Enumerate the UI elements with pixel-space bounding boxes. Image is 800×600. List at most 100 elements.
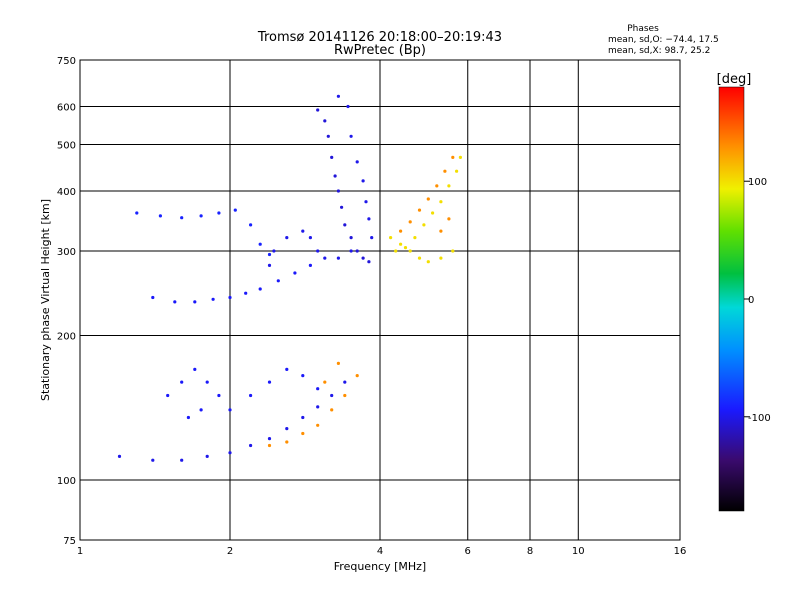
data-point (323, 380, 327, 384)
data-point (394, 249, 398, 253)
x-axis-label: Frequency [MHz] (334, 560, 426, 573)
y-tick-label: 400 (57, 187, 76, 198)
data-point (117, 454, 122, 458)
data-point (308, 236, 312, 240)
data-point (180, 380, 184, 384)
data-point (316, 249, 320, 253)
data-point (151, 458, 155, 462)
data-point (228, 295, 232, 300)
data-point (435, 184, 439, 188)
data-point (455, 169, 459, 173)
data-point (343, 223, 347, 227)
stats-o-mode: mean, sd,O: −74.4, 17.5 (608, 35, 719, 45)
data-point (158, 214, 162, 218)
data-point (228, 451, 232, 455)
data-point (336, 94, 340, 98)
x-tick-label: 4 (377, 546, 383, 557)
data-point (272, 249, 276, 253)
data-point (301, 374, 305, 378)
data-point (205, 454, 209, 458)
data-point (349, 236, 353, 240)
data-point (267, 263, 272, 267)
data-point (458, 155, 462, 159)
data-point (199, 214, 203, 218)
data-point (285, 427, 289, 431)
data-point (355, 374, 359, 378)
data-point (408, 249, 412, 253)
data-point (173, 300, 177, 304)
data-point (258, 287, 262, 291)
data-point (293, 271, 297, 275)
y-tick-label: 200 (57, 332, 76, 343)
data-point (330, 408, 334, 412)
chart-title: Tromsø 20141126 20:18:00–20:19:43 (257, 30, 502, 45)
data-point (336, 256, 340, 260)
y-axis-label: Stationary phase Virtual Height [km] (39, 199, 52, 401)
data-point (336, 189, 340, 193)
data-point (244, 291, 248, 295)
data-point (285, 440, 289, 444)
data-point (193, 367, 197, 371)
data-point (349, 134, 353, 138)
data-point (426, 197, 430, 201)
x-axis-ticks: 1 2 4 6 8 10 16 (77, 546, 687, 557)
data-point (340, 205, 344, 209)
data-point (249, 223, 253, 227)
x-tick-label: 8 (527, 546, 533, 557)
data-point (408, 220, 412, 224)
colorbar (718, 86, 745, 512)
stats-header: Phases (627, 24, 659, 34)
data-point (151, 295, 155, 300)
data-point (367, 260, 371, 264)
y-axis-ticks: 75 100 200 300 400 500 600 750 (57, 56, 76, 547)
data-point (399, 242, 403, 246)
grid-lines (80, 60, 680, 540)
data-point (389, 236, 393, 240)
y-tick-label: 75 (63, 536, 76, 547)
data-point (316, 405, 320, 409)
data-point (267, 252, 272, 257)
y-tick-label: 500 (57, 141, 76, 152)
data-point (316, 423, 320, 427)
x-tick-label: 2 (227, 546, 233, 557)
data-point (323, 119, 327, 123)
y-tick-label: 750 (57, 56, 76, 67)
data-point (361, 256, 365, 260)
data-point (301, 431, 305, 436)
data-point (249, 443, 253, 448)
data-point (316, 108, 320, 112)
data-point (205, 380, 209, 384)
data-point (355, 249, 359, 253)
data-point (447, 184, 451, 188)
data-point (333, 174, 337, 178)
data-point (180, 216, 184, 220)
x-tick-label: 6 (465, 546, 471, 557)
data-point (403, 246, 408, 250)
stats-x-mode: mean, sd,X: 98.7, 25.2 (608, 46, 710, 56)
data-point (439, 200, 443, 204)
data-point (326, 134, 330, 138)
data-point (330, 155, 334, 159)
data-point (417, 256, 422, 260)
data-point (330, 393, 334, 398)
plot-area (79, 59, 681, 541)
data-point (217, 211, 221, 215)
data-point (301, 229, 305, 233)
data-point (249, 393, 253, 398)
x-tick-label: 1 (77, 546, 83, 557)
data-point (199, 408, 203, 412)
data-point (370, 236, 374, 240)
data-point (399, 229, 403, 233)
data-point (211, 297, 215, 301)
data-point (343, 393, 347, 398)
data-point (285, 367, 289, 371)
data-point (364, 200, 368, 204)
colorbar-tick-label: 100 (748, 177, 767, 188)
data-point (426, 260, 430, 264)
data-point (367, 217, 371, 221)
y-tick-label: 100 (57, 476, 76, 487)
data-point (228, 408, 232, 412)
y-tick-label: 300 (57, 247, 76, 258)
data-points (117, 94, 462, 462)
